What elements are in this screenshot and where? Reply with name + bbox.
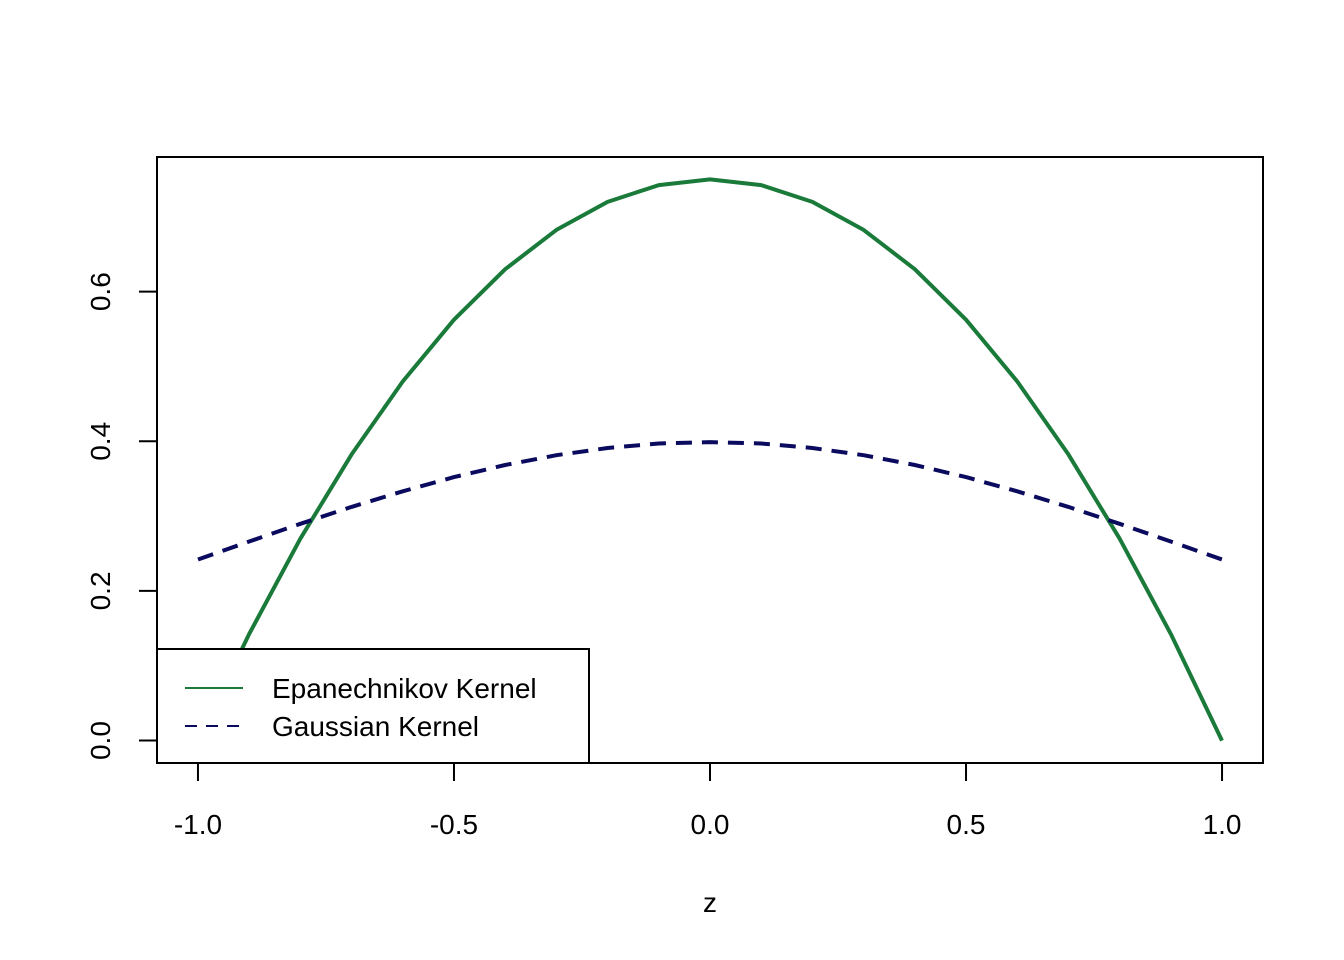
x-tick-label: 1.0	[1203, 809, 1242, 840]
legend: Epanechnikov Kernel Gaussian Kernel	[156, 648, 590, 764]
y-tick-label: 0.4	[85, 422, 116, 461]
legend-label-gaussian: Gaussian Kernel	[272, 711, 479, 742]
y-axis: 0.0 0.2 0.4 0.6	[85, 272, 158, 760]
x-axis-title: z	[703, 887, 717, 918]
y-tick-label: 0.6	[85, 272, 116, 311]
x-tick-label: 0.5	[947, 809, 986, 840]
y-tick-label: 0.0	[85, 721, 116, 760]
y-tick-label: 0.2	[85, 571, 116, 610]
series-line-epanechnikov	[196, 177, 1224, 742]
x-tick-label: -0.5	[430, 809, 478, 840]
x-tick-label: -1.0	[174, 809, 222, 840]
series-layer	[196, 177, 1224, 742]
x-axis: -1.0 -0.5 0.0 0.5 1.0	[174, 762, 1242, 840]
series-line-gaussian	[197, 440, 1223, 562]
legend-box	[156, 648, 590, 764]
x-tick-label: 0.0	[691, 809, 730, 840]
legend-label-epanechnikov: Epanechnikov Kernel	[272, 673, 537, 704]
